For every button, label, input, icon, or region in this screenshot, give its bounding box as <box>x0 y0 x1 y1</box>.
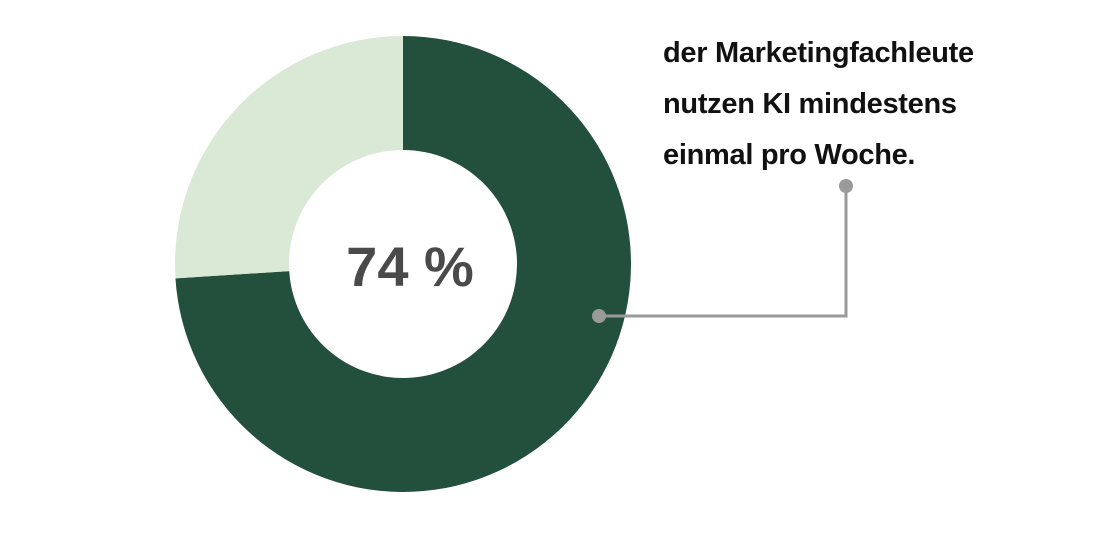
leader-end-dot <box>839 179 853 193</box>
slice-primary <box>175 36 631 493</box>
annotation-text: der Marketingfachleute nutzen KI mindest… <box>663 28 1083 181</box>
center-percentage-label: 74 % <box>346 235 474 298</box>
leader-connector <box>599 186 848 318</box>
annotation-line-1: der Marketingfachleute <box>663 37 974 69</box>
annotation-line-2: nutzen KI mindestens <box>663 88 957 120</box>
leader-start-dot <box>592 309 606 323</box>
annotation-line-3: einmal pro Woche. <box>663 139 916 171</box>
annotation-leader-line <box>592 179 853 323</box>
donut-slices <box>174 36 631 493</box>
slice-remainder <box>174 36 403 279</box>
